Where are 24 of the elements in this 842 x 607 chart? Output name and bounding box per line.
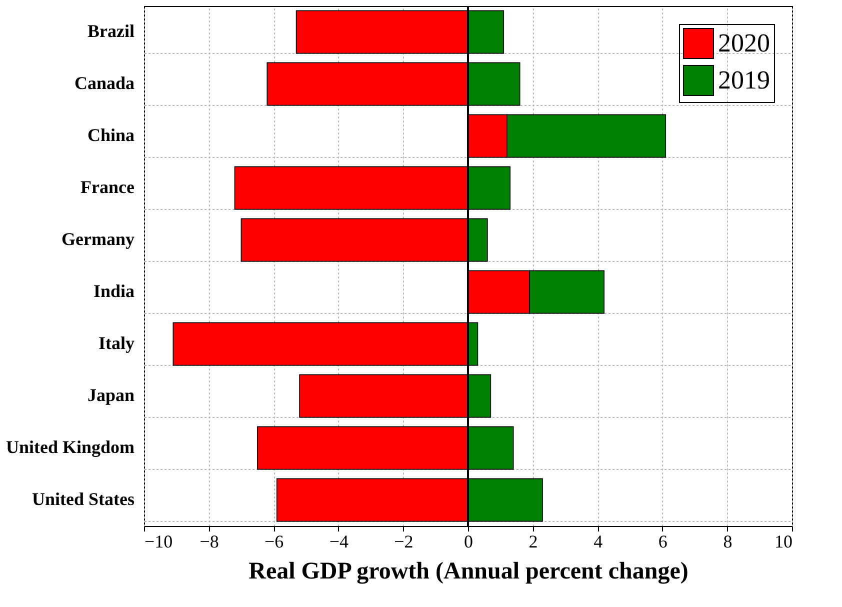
x-tick-label: −2	[394, 532, 414, 552]
x-tick-label: −8	[200, 532, 219, 552]
x-tick-label: 2	[528, 532, 538, 552]
y-tick-label: India	[93, 281, 134, 301]
x-tick-label: −4	[329, 532, 348, 552]
x-tick-label: 4	[594, 532, 603, 552]
x-tick-label: 0	[464, 532, 473, 552]
y-tick-label: France	[80, 177, 134, 197]
legend-label: 2019	[718, 66, 770, 94]
x-tick-label: 10	[774, 532, 792, 552]
x-axis-title: Real GDP growth (Annual percent change)	[248, 558, 688, 584]
y-tick-label: Canada	[74, 73, 134, 93]
y-tick-label: Brazil	[88, 21, 134, 41]
y-tick-label: United States	[32, 489, 134, 509]
y-tick-label: United Kingdom	[6, 437, 134, 457]
x-tick-label: 6	[658, 532, 668, 552]
x-tick-label: −10	[144, 532, 173, 552]
y-tick-label: China	[87, 125, 134, 145]
legend-label: 2020	[718, 28, 770, 58]
y-tick-label: Japan	[87, 385, 134, 405]
x-tick-label: 8	[723, 532, 732, 552]
y-tick-label: Germany	[62, 229, 134, 249]
x-tick-label: −6	[264, 532, 284, 552]
y-tick-label: Italy	[98, 333, 134, 353]
